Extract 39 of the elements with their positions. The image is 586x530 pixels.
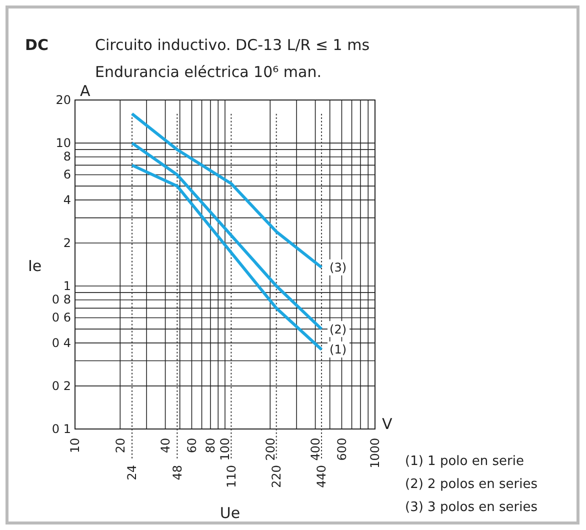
x-tick-label: 60 bbox=[184, 438, 199, 454]
annotation: A bbox=[80, 82, 91, 100]
chart-title: Circuito inductivo. DC-13 L/R ≤ 1 ms bbox=[95, 36, 370, 54]
ref-line-label: 440 bbox=[314, 465, 329, 488]
y-axis-title: Ie bbox=[28, 257, 42, 275]
series-label: (3) bbox=[330, 260, 347, 275]
y-tick-label: 0 8 bbox=[52, 292, 71, 307]
y-tick-label: 8 bbox=[63, 150, 71, 164]
y-tick-label: 0 6 bbox=[52, 310, 71, 325]
ref-line-label: 110 bbox=[224, 465, 238, 488]
text: V bbox=[382, 415, 393, 433]
y-tick-label: 6 bbox=[63, 168, 71, 182]
text: (2) 2 polos en series bbox=[405, 477, 538, 492]
y-tick-label: 20 bbox=[56, 92, 71, 107]
y-tick-label: 2 bbox=[63, 236, 71, 250]
y-tick-label: 10 bbox=[56, 136, 71, 150]
text: (3) 3 polos en series bbox=[405, 500, 538, 515]
x-tick-label: 40 bbox=[158, 438, 173, 454]
series-label: (1) bbox=[330, 342, 347, 357]
y-tick-label: 1 bbox=[63, 278, 71, 293]
x-tick-label: 400 bbox=[308, 438, 323, 461]
chart-subtitle: Endurancia eléctrica 10⁶ man. bbox=[95, 63, 322, 81]
x-tick-label: 600 bbox=[334, 438, 349, 461]
x-tick-label: 20 bbox=[113, 438, 128, 454]
y-tick-label: 0 4 bbox=[52, 336, 71, 350]
series-label: (2) bbox=[330, 322, 347, 336]
y-tick-label: 0 1 bbox=[52, 422, 71, 436]
x-tick-label: 200 bbox=[263, 438, 278, 461]
text: DC bbox=[25, 36, 48, 54]
text: (1) 1 polo en serie bbox=[405, 454, 524, 469]
x-tick-label: 80 bbox=[204, 438, 218, 454]
y-tick-label: 4 bbox=[63, 192, 71, 207]
x-axis-title: Ue bbox=[220, 504, 240, 522]
ref-line-label: 48 bbox=[170, 465, 184, 480]
x-tick-label: 100 bbox=[218, 438, 232, 461]
x-tick-label: 1000 bbox=[368, 438, 382, 468]
ref-line-label: 220 bbox=[270, 465, 284, 488]
y-tick-label: 0 2 bbox=[52, 378, 71, 393]
ref-line-label: 24 bbox=[125, 465, 140, 480]
